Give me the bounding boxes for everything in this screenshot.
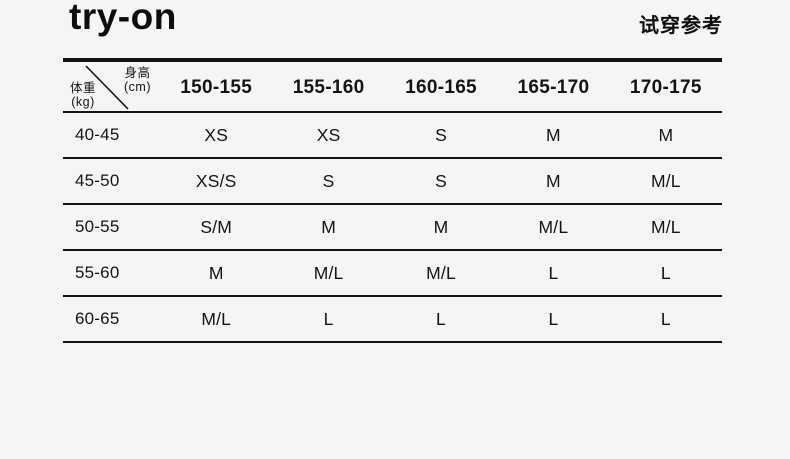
size-cell: M (208, 262, 224, 283)
size-cell: M (658, 124, 674, 145)
height-unit: (cm) (124, 80, 151, 94)
table-row: 60-65 M/L L L L L (63, 297, 722, 343)
corner-cell: 身高 (cm) 体重 (kg) (63, 62, 160, 111)
weight-unit: (kg) (71, 95, 95, 109)
row-label: 50-55 (75, 217, 120, 236)
table-row: 50-55 S/M M M M/L M/L (63, 205, 722, 251)
size-cell: S (435, 170, 447, 191)
size-cell: M (546, 170, 561, 191)
column-header: 170-175 (629, 77, 702, 98)
size-cell: XS (316, 124, 341, 145)
size-cell: M/L (650, 170, 681, 191)
row-label: 60-65 (75, 309, 120, 328)
size-cell: M/L (538, 216, 569, 237)
size-cell: L (323, 308, 334, 329)
table-row: 45-50 XS/S S S M M/L (63, 159, 722, 205)
table-row: 55-60 M M/L M/L L L (63, 251, 722, 297)
size-cell: S/M (200, 216, 233, 237)
row-label: 45-50 (75, 171, 120, 190)
size-cell: L (548, 262, 559, 283)
size-cell: L (660, 262, 671, 283)
size-cell: M (546, 124, 561, 145)
size-cell: L (548, 308, 559, 329)
row-label: 40-45 (75, 125, 120, 144)
page-title: try-on (69, 0, 177, 37)
size-cell: XS/S (195, 170, 237, 191)
size-cell: L (436, 308, 446, 329)
column-header: 165-170 (517, 77, 590, 98)
size-cell: M (433, 216, 449, 237)
table-header-row: 身高 (cm) 体重 (kg) 150-155 155-160 160-165 165… (63, 62, 722, 113)
weight-label: 体重 (70, 81, 97, 95)
row-label: 55-60 (75, 263, 120, 282)
size-cell: M/L (201, 308, 232, 329)
column-header: 150-155 (180, 77, 253, 98)
height-axis-label: 身高 (cm) (124, 66, 151, 94)
table-body: 40-45 XS XS S M M 45-50 XS/S S S M M/L 50-55 S/M M M M/L… (63, 113, 722, 343)
size-cell: M/L (426, 262, 456, 283)
weight-axis-label: 体重 (kg) (70, 81, 96, 109)
size-cell: M/L (313, 262, 344, 283)
table-row: 40-45 XS XS S M M (63, 113, 722, 159)
size-cell: M (321, 216, 336, 237)
size-table: 身高 (cm) 体重 (kg) 150-155 155-160 160-165 165… (63, 58, 722, 343)
page-subtitle: 试穿参考 (639, 15, 723, 37)
size-cell: S (322, 170, 335, 191)
size-cell: XS (204, 124, 229, 145)
height-label: 身高 (124, 66, 151, 80)
column-header: 155-160 (292, 77, 365, 98)
size-cell: L (660, 308, 671, 329)
size-cell: S (435, 124, 447, 145)
column-header: 160-165 (405, 77, 477, 98)
size-cell: M/L (650, 216, 681, 237)
diagonal-divider (85, 65, 129, 110)
